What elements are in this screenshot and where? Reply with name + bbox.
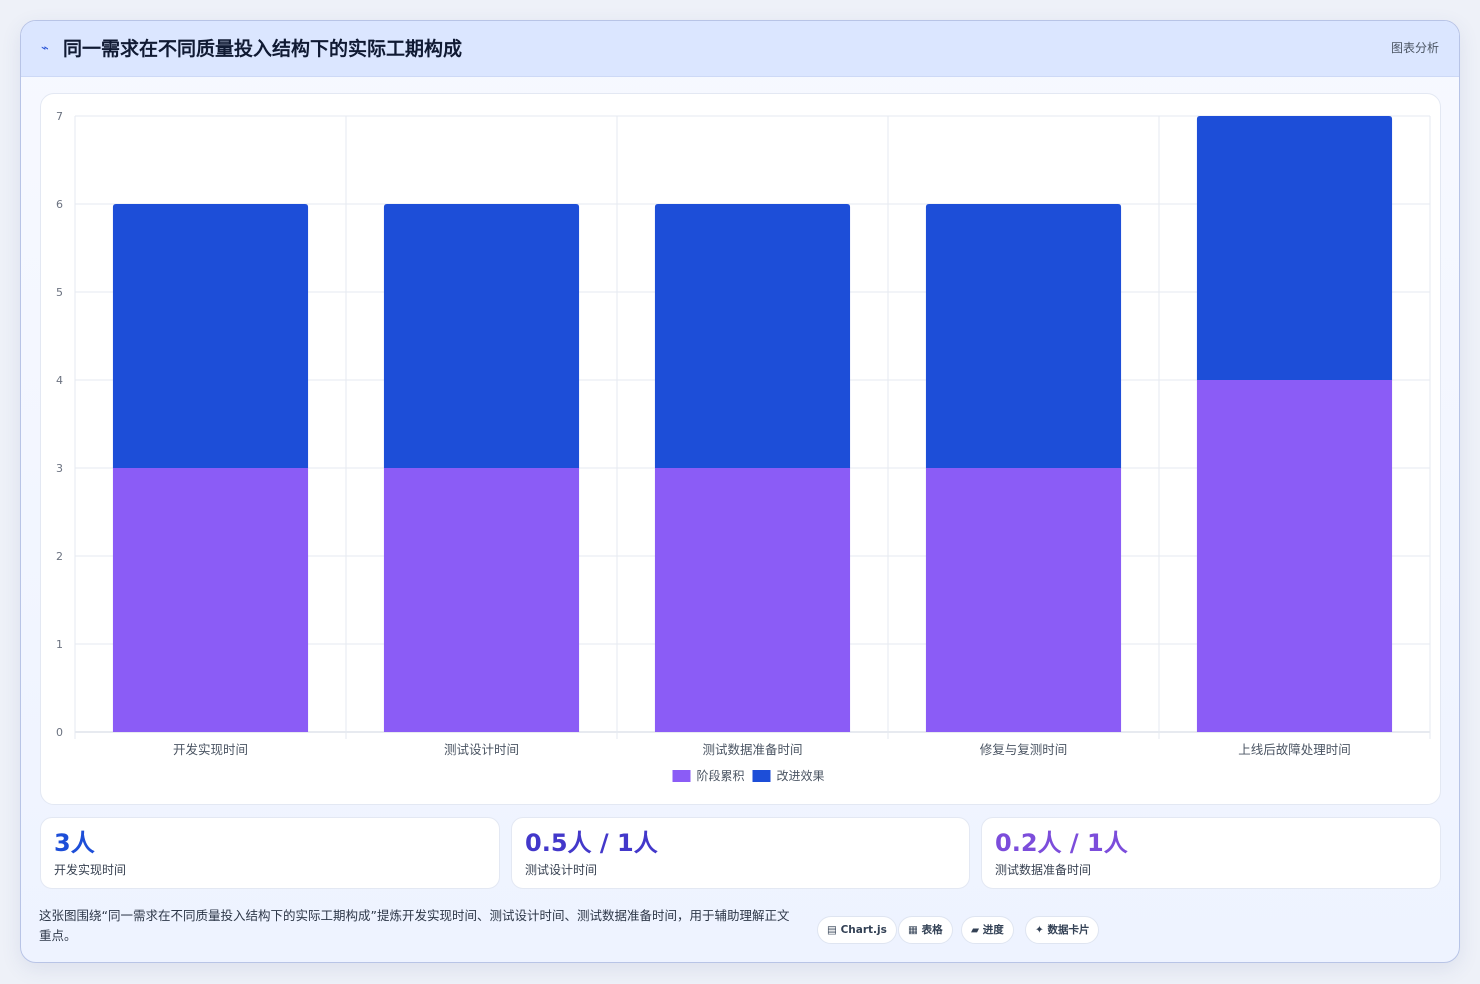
chart-caption: 这张图围绕“同一需求在不同质量投入结构下的实际工期构成”提炼开发实现时间、测试设… (39, 908, 790, 943)
bar-segment (654, 204, 851, 468)
tag-data-card[interactable]: ✦ 数据卡片 (1025, 916, 1100, 944)
panel-title: 同一需求在不同质量投入结构下的实际工期构成 (63, 38, 463, 60)
y-tick-label: 5 (56, 286, 63, 299)
chart-panel: ⌁ 同一需求在不同质量投入结构下的实际工期构成 图表分析 0 1 2 3 4 5 6 7 开发实… (20, 20, 1460, 963)
x-tick-label: 测试设计时间 (444, 742, 519, 757)
legend-label: 改进效果 (777, 768, 825, 783)
x-tick-label: 修复与复测时间 (980, 742, 1068, 757)
chart-analysis-link[interactable]: 图表分析 (1390, 41, 1439, 55)
bar-segment (925, 204, 1122, 468)
stat-label: 开发实现时间 (54, 863, 127, 877)
bar-segment (925, 468, 1122, 732)
y-tick-label: 2 (56, 550, 63, 563)
y-tick-label: 7 (56, 110, 63, 123)
sparkle-icon: ✦ (1035, 924, 1044, 936)
chart-trend-icon: ⌁ (41, 41, 49, 56)
y-tick-label: 4 (56, 374, 63, 387)
stat-value: 3人 (54, 829, 95, 857)
tag-table[interactable]: ▦ 表格 (898, 916, 953, 944)
tag-chartjs[interactable]: ▤ Chart.js (817, 916, 897, 944)
y-tick-label: 3 (56, 462, 63, 475)
x-tick-label: 开发实现时间 (173, 742, 248, 757)
stat-label: 测试数据准备时间 (995, 863, 1092, 877)
stat-card-dev: 3人 开发实现时间 (40, 817, 500, 889)
legend-swatch (672, 770, 691, 782)
y-tick-label: 6 (56, 198, 63, 211)
tag-label: 数据卡片 (1047, 924, 1090, 936)
legend-label: 阶段累积 (697, 768, 745, 783)
x-tick-label: 测试数据准备时间 (702, 742, 802, 757)
bar-segment (112, 468, 309, 732)
tag-label: 表格 (921, 924, 943, 936)
stacked-bar-chart: 0 1 2 3 4 5 6 7 开发实现时间 测试设计时间 测试数据准备时间 修复与复测时间 上线后故障… (56, 110, 1431, 783)
bar-segment (112, 204, 309, 468)
stat-card-test-design: 0.5人 / 1人 测试设计时间 (511, 817, 970, 889)
bar-segment (383, 468, 580, 732)
progress-icon: ▰ (971, 924, 980, 936)
y-tick-label: 1 (56, 638, 63, 651)
tag-label: 进度 (982, 924, 1004, 936)
tag-progress[interactable]: ▰ 进度 (961, 916, 1014, 944)
x-tick-label: 上线后故障处理时间 (1238, 742, 1351, 757)
bar-segment (1196, 380, 1393, 732)
bar-segment (654, 468, 851, 732)
legend-swatch (752, 770, 771, 782)
bar-segment (1196, 116, 1393, 380)
chart-icon: ▤ (827, 924, 837, 936)
stat-value: 0.5人 / 1人 (525, 829, 658, 857)
stat-label: 测试设计时间 (525, 863, 598, 877)
tag-label: Chart.js (840, 924, 887, 936)
table-icon: ▦ (908, 924, 918, 936)
panel-header: ⌁ 同一需求在不同质量投入结构下的实际工期构成 图表分析 (21, 21, 1459, 77)
stat-card-test-data: 0.2人 / 1人 测试数据准备时间 (981, 817, 1441, 889)
y-tick-label: 0 (56, 726, 63, 739)
stat-value: 0.2人 / 1人 (995, 829, 1128, 857)
chart-card: 0 1 2 3 4 5 6 7 开发实现时间 测试设计时间 测试数据准备时间 修复与复测时间 上线后故障… (40, 93, 1441, 805)
bar-segment (383, 204, 580, 468)
